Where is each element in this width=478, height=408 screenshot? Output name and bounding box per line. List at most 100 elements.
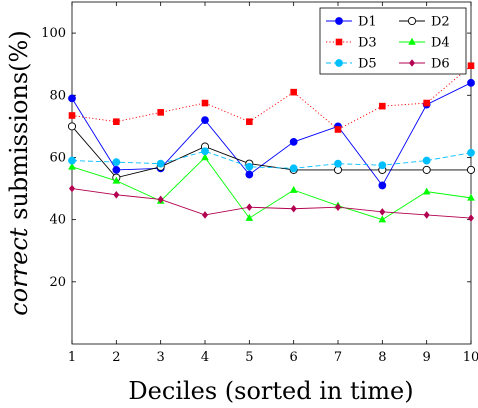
x-tick-label: 5 [245,350,253,365]
legend-entry-d3: D3 [326,36,377,51]
data-point-d5 [289,164,298,173]
legend-entry-d1: D1 [326,15,377,30]
y-axis-title-italic: correct [5,227,33,315]
data-point-d4 [467,193,475,201]
data-point-d1 [289,138,298,146]
data-point-d5 [334,159,342,168]
data-point-d4 [378,215,387,223]
data-point-d6 [113,190,120,199]
x-axis-ticks: 1 2 3 4 5 6 7 8 9 10 [68,2,478,365]
data-point-d5 [245,162,254,171]
legend-label-d6: D6 [431,57,450,72]
series-line-d6 [71,188,472,219]
series-line-d1 [71,82,472,187]
data-point-d5 [156,159,165,168]
legend-marker-d2 [407,16,417,26]
data-point-d6 [423,211,430,219]
data-point-d6 [157,195,164,204]
data-point-d6 [69,184,75,193]
series-d4 [68,153,475,223]
data-point-d6 [246,203,253,211]
legend-label-d5: D5 [358,57,377,72]
data-point-d1 [467,78,475,87]
series-d6 [69,184,474,222]
x-tick-label: 7 [334,350,342,365]
x-axis-title: Deciles (sorted in time) [128,377,413,405]
data-point-d4 [245,213,254,221]
series-line-d3 [71,65,472,131]
data-point-d6 [202,211,208,219]
data-point-d3 [467,62,475,70]
data-point-d4 [112,176,121,184]
data-point-d1 [112,165,121,174]
data-point-d2 [67,122,77,131]
y-axis-title: correct submissions(%) [5,30,33,315]
series-d3 [68,62,475,133]
data-point-d3 [113,118,120,125]
data-point-d6 [290,204,297,213]
x-tick-label: 9 [423,350,431,365]
data-point-d5 [68,156,76,165]
data-point-d5 [422,156,431,165]
y-tick-label: 20 [49,275,66,290]
data-point-d5 [201,147,209,156]
series-d2 [67,122,476,182]
legend-marker-d3 [335,38,343,46]
legend-label-d4: D4 [431,36,450,51]
series-d5 [68,147,475,173]
data-point-d5 [378,161,387,170]
x-tick-label: 4 [201,350,209,365]
data-point-d2 [422,165,431,174]
y-tick-label: 40 [49,213,66,228]
y-tick-label: 80 [49,88,66,103]
y-tick-label: 100 [41,26,66,41]
data-point-d3 [290,88,297,96]
x-tick-label: 1 [68,350,76,365]
legend-label-d1: D1 [358,15,377,30]
data-point-d2 [466,165,476,174]
legend-entry-d6: D6 [399,57,450,72]
y-axis-title-rest: submissions(%) [5,30,33,227]
legend-marker-d1 [335,17,343,25]
y-tick-label: 60 [49,150,66,165]
x-tick-label: 6 [290,350,298,365]
data-point-d3 [68,112,76,119]
legend-entry-d4: D4 [399,36,450,51]
data-point-d3 [334,126,342,133]
series-line-d2 [71,126,471,179]
data-point-d3 [201,99,209,107]
series-d1 [68,78,475,190]
x-tick-label: 3 [157,350,165,365]
data-point-d6 [335,203,341,211]
legend-marker-d5 [335,59,343,67]
series-line-d5 [71,150,472,169]
data-point-d4 [422,187,431,195]
data-point-d1 [245,170,254,179]
legend-marker-d6 [409,59,415,67]
x-tick-label: 2 [112,350,120,365]
series-layer [67,62,476,223]
data-point-d1 [68,94,76,103]
data-point-d4 [68,162,76,170]
data-point-d4 [289,185,298,193]
data-point-d5 [112,158,121,167]
legend-label-d2: D2 [431,15,450,30]
data-point-d6 [468,214,474,222]
legend-entry-d5: D5 [326,57,377,72]
data-point-d3 [157,109,164,116]
data-point-d5 [467,148,475,157]
data-point-d4 [201,153,209,161]
data-point-d3 [423,99,430,107]
data-point-d1 [201,116,209,125]
series-line-d4 [71,156,472,221]
legend-marker-d4 [408,37,416,45]
data-point-d6 [379,208,386,216]
x-tick-label: 10 [463,350,478,365]
legend: D1 D2 D3 D4 D5 D6 [319,7,467,75]
legend-entry-d2: D2 [399,15,450,30]
data-point-d1 [378,181,387,190]
legend-label-d3: D3 [358,36,377,51]
data-point-d3 [379,102,386,110]
x-tick-label: 8 [378,350,386,365]
